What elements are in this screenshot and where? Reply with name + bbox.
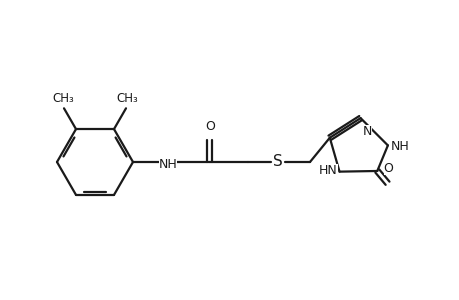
Text: S: S [273, 154, 282, 169]
Text: O: O [205, 120, 214, 133]
Text: CH₃: CH₃ [116, 92, 138, 105]
Text: N: N [362, 125, 371, 138]
Text: CH₃: CH₃ [52, 92, 74, 105]
Text: HN: HN [318, 164, 337, 177]
Text: NH: NH [390, 140, 409, 153]
Text: O: O [383, 162, 392, 175]
Text: NH: NH [158, 158, 177, 170]
